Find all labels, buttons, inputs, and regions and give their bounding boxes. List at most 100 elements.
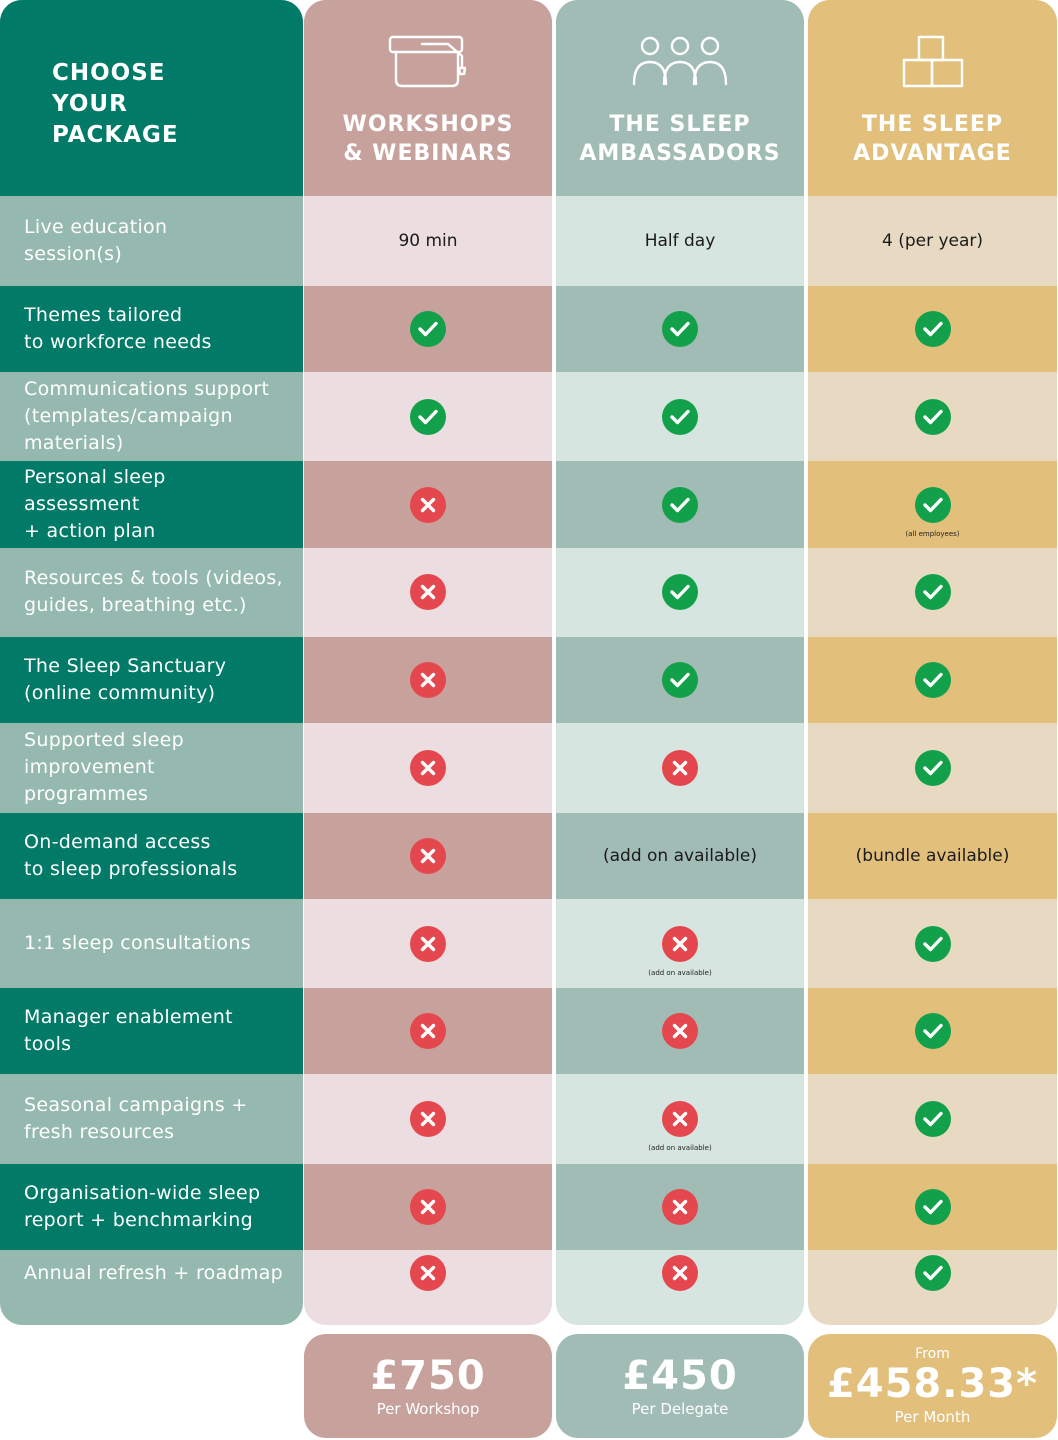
cross-status-icon [410, 1013, 446, 1050]
package-header-1[interactable]: WORKSHOPS & WEBINARS [304, 0, 552, 196]
cross-status-icon [410, 1188, 446, 1225]
table-cell [556, 1163, 804, 1251]
check-status-icon [662, 662, 698, 699]
choose-package-title: CHOOSE YOUR PACKAGE [52, 60, 179, 148]
check-status-icon [914, 925, 951, 962]
cell-note: (all employees) [905, 529, 960, 538]
check-status-icon [914, 1188, 951, 1225]
table-cell [556, 549, 804, 636]
feature-label: Organisation-wide sleep report + benchma… [0, 1163, 303, 1251]
feature-label: 1:1 sleep consultations [0, 900, 303, 987]
cross-status-icon [662, 749, 698, 786]
check-status-icon [914, 1255, 951, 1292]
cross-status-icon [662, 1013, 698, 1050]
graduation-cap-icon [382, 34, 474, 94]
price-unit: Per Delegate [631, 1400, 729, 1418]
table-cell: (add on available) [556, 812, 804, 899]
table-cell [304, 724, 552, 812]
check-status-icon [914, 398, 951, 435]
table-cell [808, 1163, 1057, 1251]
table-cell [556, 988, 804, 1075]
table-cell: (add on available) [556, 900, 804, 987]
group-people-icon [628, 34, 732, 94]
stacked-boxes-icon [901, 34, 965, 94]
check-status-icon [914, 1013, 951, 1050]
price-unit: Per Workshop [376, 1400, 480, 1418]
cross-status-icon [410, 837, 446, 874]
feature-label: Annual refresh + roadmap [0, 1251, 303, 1295]
cross-status-icon [662, 1101, 698, 1138]
check-status-icon [914, 486, 951, 523]
feature-label: On-demand access to sleep professionals [0, 812, 303, 899]
table-cell [304, 373, 552, 460]
price-prefix: From [915, 1346, 950, 1362]
table-cell [808, 637, 1057, 724]
check-status-icon [662, 486, 698, 523]
feature-label: Resources & tools (videos, guides, breat… [0, 549, 303, 636]
price-unit: Per Month [894, 1408, 971, 1426]
cell-value: 90 min [398, 231, 458, 252]
table-cell: Half day [556, 198, 804, 285]
table-cell [556, 1251, 804, 1295]
check-status-icon [410, 310, 446, 347]
choose-package-header: CHOOSE YOUR PACKAGE [0, 0, 303, 196]
cell-value: (bundle available) [855, 845, 1010, 866]
package-title: THE SLEEP ADVANTAGE [853, 112, 1012, 166]
cross-status-icon [410, 925, 446, 962]
cell-value: 4 (per year) [881, 231, 984, 252]
cross-status-icon [662, 925, 698, 962]
feature-label: Supported sleep improvement programmes [0, 724, 303, 812]
table-cell: 4 (per year) [808, 198, 1057, 285]
cross-status-icon [662, 1255, 698, 1292]
feature-label: The Sleep Sanctuary (online community) [0, 637, 303, 724]
price-card-1[interactable]: £750 Per Workshop [304, 1334, 552, 1438]
check-status-icon [914, 749, 951, 786]
check-status-icon [410, 398, 446, 435]
table-cell [304, 1251, 552, 1295]
table-cell: (all employees) [808, 461, 1057, 548]
check-status-icon [662, 574, 698, 611]
table-cell [808, 549, 1057, 636]
table-cell: 90 min [304, 198, 552, 285]
table-cell [304, 1163, 552, 1251]
cross-status-icon [662, 1188, 698, 1225]
table-cell [556, 373, 804, 460]
table-cell [808, 373, 1057, 460]
table-cell [304, 549, 552, 636]
check-status-icon [914, 662, 951, 699]
feature-label: Themes tailored to workforce needs [0, 285, 303, 373]
table-cell [304, 988, 552, 1075]
price-amount: £450 [622, 1353, 738, 1399]
package-title: WORKSHOPS & WEBINARS [342, 112, 514, 166]
table-cell [808, 1251, 1057, 1295]
table-cell [304, 900, 552, 987]
cross-status-icon [410, 662, 446, 699]
feature-label: Communications support (templates/campai… [0, 373, 303, 460]
cell-value: Half day [644, 231, 716, 252]
feature-label: Personal sleep assessment + action plan [0, 461, 303, 548]
table-cell [304, 285, 552, 373]
package-header-3[interactable]: THE SLEEP ADVANTAGE [808, 0, 1057, 196]
table-cell [304, 461, 552, 548]
table-cell [304, 812, 552, 899]
check-status-icon [914, 574, 951, 611]
cell-note: (add on available) [648, 1144, 712, 1153]
price-card-3[interactable]: From £458.33* Per Month [808, 1334, 1057, 1438]
table-cell [808, 900, 1057, 987]
feature-label: Live education session(s) [0, 198, 303, 285]
check-status-icon [662, 310, 698, 347]
table-cell [556, 637, 804, 724]
table-cell [808, 1076, 1057, 1163]
check-status-icon [662, 398, 698, 435]
table-cell [304, 637, 552, 724]
table-cell [808, 285, 1057, 373]
cross-status-icon [410, 749, 446, 786]
price-card-2[interactable]: £450 Per Delegate [556, 1334, 804, 1438]
cross-status-icon [410, 1255, 446, 1292]
table-cell [808, 988, 1057, 1075]
price-amount: £458.33* [826, 1361, 1039, 1407]
package-title: THE SLEEP AMBASSADORS [579, 112, 781, 166]
cell-note: (add on available) [648, 968, 712, 977]
table-cell: (bundle available) [808, 812, 1057, 899]
package-header-2[interactable]: THE SLEEP AMBASSADORS [556, 0, 804, 196]
